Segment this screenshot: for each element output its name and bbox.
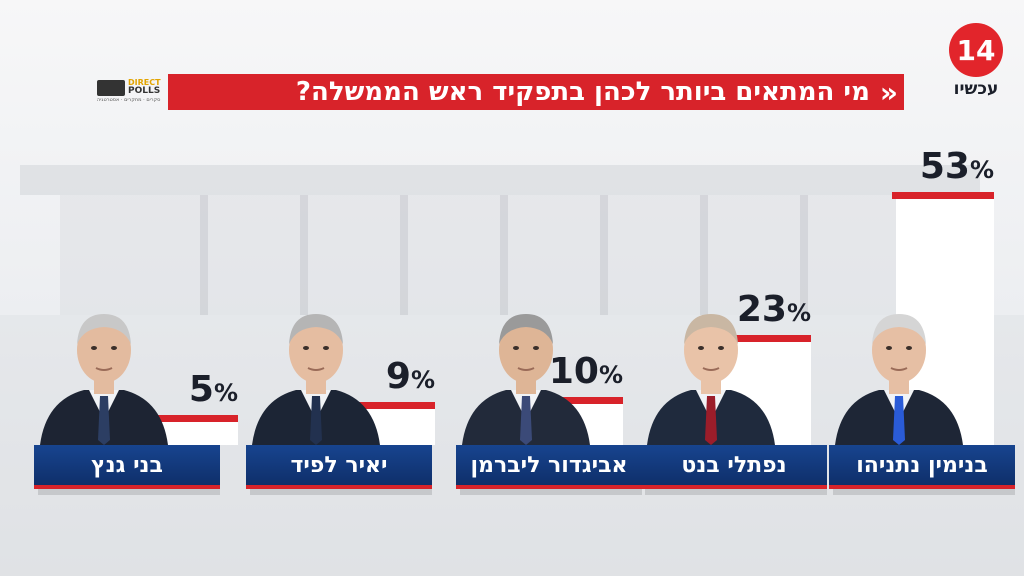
plate-shadow	[833, 489, 1015, 495]
building-column	[200, 195, 208, 315]
candidate-name: אביגדור ליברמן	[456, 445, 642, 485]
candidate-photo	[252, 314, 380, 445]
channel-logo: 14 עכשיו	[944, 23, 1008, 103]
double-chevron-icon: «	[879, 75, 898, 109]
candidate-name: בני גנץ	[34, 445, 220, 485]
pollster-line1: DIRECT	[128, 78, 161, 87]
headline-banner: « מי המתאים ביותר לכהן בתפקיד ראש הממשלה…	[168, 74, 904, 110]
building-column	[500, 195, 508, 315]
bar-top-line	[892, 192, 994, 199]
building-roof	[20, 165, 980, 195]
candidate-photo	[462, 314, 590, 445]
building-column	[400, 195, 408, 315]
candidate-photo	[835, 314, 963, 445]
candidate-photo	[40, 314, 168, 445]
building-column	[300, 195, 308, 315]
candidate-photo	[647, 314, 775, 445]
plate-shadow	[645, 489, 827, 495]
pollster-logo: DIRECT POLLS סקרים · מחקרים · אסטרטגיה	[97, 78, 163, 103]
candidate-name: בנימין נתניהו	[829, 445, 1015, 485]
plate-shadow	[460, 489, 642, 495]
building-column	[600, 195, 608, 315]
candidate-name: נפתלי בנט	[641, 445, 827, 485]
plate-red-edge	[34, 485, 220, 489]
pollster-line2: POLLS	[128, 86, 161, 96]
plate-shadow	[38, 489, 220, 495]
value-label: 10%	[548, 351, 623, 393]
plate-red-edge	[641, 485, 827, 489]
channel-name: עכשיו	[953, 79, 999, 99]
bar-top-line	[136, 415, 238, 422]
bar-top-line	[521, 397, 623, 405]
plate-red-edge	[456, 485, 642, 489]
building-column	[800, 195, 808, 315]
value-label: 23%	[736, 289, 811, 331]
plate-shadow	[250, 489, 432, 495]
plate-red-edge	[246, 485, 432, 489]
channel-number: 14	[949, 23, 1003, 77]
pollster-tagline: סקרים · מחקרים · אסטרטגיה	[97, 97, 161, 103]
candidate-name: יאיר לפיד	[246, 445, 432, 485]
bar-top-line	[333, 402, 435, 410]
pollster-icon	[97, 80, 125, 96]
value-label: 53%	[919, 146, 994, 187]
bar-top-line	[709, 335, 811, 343]
plate-red-edge	[829, 485, 1015, 489]
value-label: 9%	[385, 356, 435, 398]
value-label: 5%	[188, 369, 238, 410]
building-column	[700, 195, 708, 315]
headline-text: מי המתאים ביותר לכהן בתפקיד ראש הממשלה?	[295, 77, 870, 107]
